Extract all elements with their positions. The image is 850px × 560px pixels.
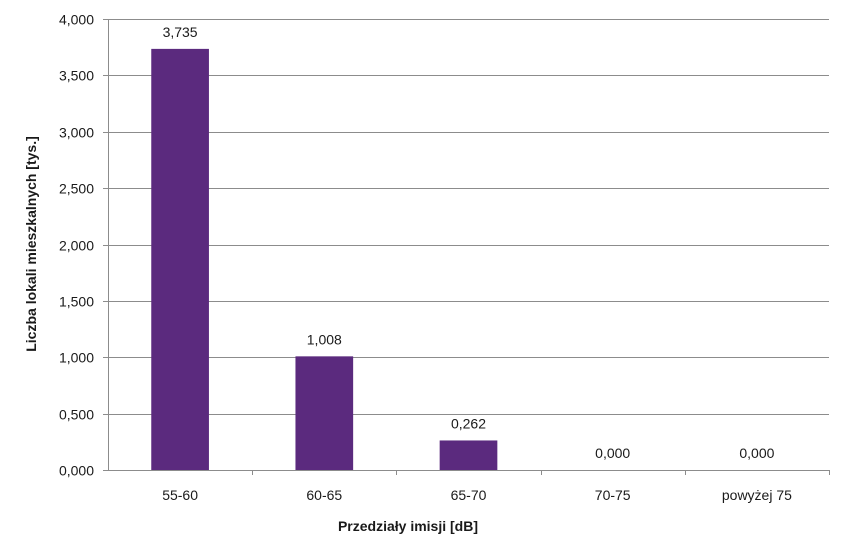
y-tick-label: 3,500 xyxy=(59,68,94,84)
gridlines xyxy=(108,19,829,415)
bar xyxy=(151,48,209,470)
y-tick-label: 0,500 xyxy=(59,407,94,423)
data-label: 0,000 xyxy=(595,445,630,461)
bar xyxy=(295,356,354,470)
labels: 0,000 0,500 1,000 1,500 2,000 2,500 3,000 3,500… xyxy=(59,12,792,504)
x-tick-label: 65-70 xyxy=(451,487,487,503)
x-axis-title: Przedziały imisji [dB] xyxy=(338,518,478,534)
data-label: 0,000 xyxy=(739,445,774,461)
x-tick-label: 60-65 xyxy=(306,487,342,503)
data-label: 3,735 xyxy=(163,24,198,40)
y-tick-label: 3,000 xyxy=(59,125,94,141)
y-tick-label: 4,000 xyxy=(59,12,94,28)
axes xyxy=(103,19,830,475)
y-tick-label: 1,500 xyxy=(59,294,94,310)
x-tick-label: 55-60 xyxy=(162,487,198,503)
data-label: 0,262 xyxy=(451,415,486,431)
x-tick-label: 70-75 xyxy=(595,487,631,503)
bar xyxy=(439,440,498,470)
y-axis-title: Liczba lokali mieszkalnych [tys.] xyxy=(23,136,39,352)
bars xyxy=(151,48,498,470)
y-tick-label: 1,000 xyxy=(59,350,94,366)
y-tick-label: 2,500 xyxy=(59,181,94,197)
y-tick-label: 0,000 xyxy=(59,463,94,479)
x-tick-label: powyżej 75 xyxy=(722,487,792,503)
y-tick-label: 2,000 xyxy=(59,238,94,254)
data-label: 1,008 xyxy=(307,331,342,347)
